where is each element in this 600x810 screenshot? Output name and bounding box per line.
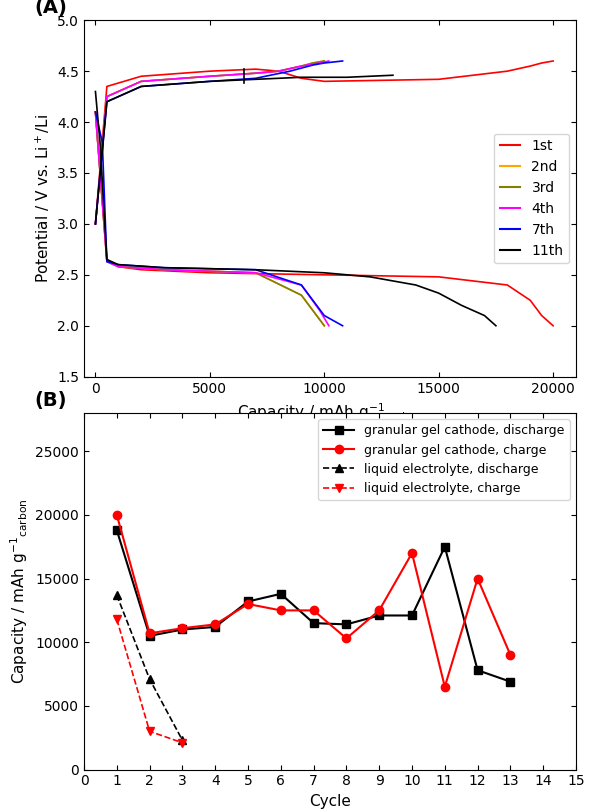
granular gel cathode, charge xyxy=(409,548,416,558)
granular gel cathode, charge xyxy=(474,573,481,583)
granular gel cathode, discharge xyxy=(277,589,284,599)
granular gel cathode, charge xyxy=(277,606,284,616)
granular gel cathode, charge xyxy=(507,650,514,660)
liquid electrolyte, charge xyxy=(146,727,153,736)
granular gel cathode, charge xyxy=(310,606,317,616)
granular gel cathode, discharge xyxy=(474,665,481,675)
liquid electrolyte, discharge xyxy=(113,590,121,600)
Line: granular gel cathode, discharge: granular gel cathode, discharge xyxy=(113,526,515,686)
Y-axis label: Capacity / mAh g$^{-1}$$_{\mathrm{carbon}}$: Capacity / mAh g$^{-1}$$_{\mathrm{carbon… xyxy=(8,499,30,684)
liquid electrolyte, discharge xyxy=(146,674,153,684)
granular gel cathode, charge xyxy=(113,510,121,520)
granular gel cathode, discharge xyxy=(441,542,448,552)
liquid electrolyte, charge xyxy=(113,615,121,625)
granular gel cathode, discharge xyxy=(146,631,153,641)
granular gel cathode, discharge xyxy=(179,625,186,634)
X-axis label: Cycle: Cycle xyxy=(309,794,351,809)
granular gel cathode, charge xyxy=(212,620,219,629)
granular gel cathode, discharge xyxy=(310,618,317,628)
Line: liquid electrolyte, discharge: liquid electrolyte, discharge xyxy=(113,591,187,744)
granular gel cathode, discharge xyxy=(343,620,350,629)
granular gel cathode, discharge xyxy=(376,611,383,620)
Text: (B): (B) xyxy=(35,391,67,410)
granular gel cathode, discharge xyxy=(507,677,514,687)
granular gel cathode, discharge xyxy=(212,622,219,632)
granular gel cathode, charge xyxy=(441,682,448,692)
liquid electrolyte, charge xyxy=(179,738,186,748)
granular gel cathode, charge xyxy=(179,624,186,633)
Y-axis label: Potential / V vs. Li$^+$/Li: Potential / V vs. Li$^+$/Li xyxy=(33,114,52,283)
granular gel cathode, charge xyxy=(244,599,251,609)
Legend: 1st, 2nd, 3rd, 4th, 7th, 11th: 1st, 2nd, 3rd, 4th, 7th, 11th xyxy=(494,134,569,263)
Line: granular gel cathode, charge: granular gel cathode, charge xyxy=(113,511,515,691)
X-axis label: Capacity / mAh g$^{-1}$$_{\mathrm{carbon}}$: Capacity / mAh g$^{-1}$$_{\mathrm{carbon… xyxy=(237,401,423,423)
Text: (A): (A) xyxy=(35,0,68,17)
granular gel cathode, charge xyxy=(343,633,350,643)
granular gel cathode, discharge xyxy=(113,526,121,535)
granular gel cathode, charge xyxy=(376,606,383,616)
liquid electrolyte, discharge xyxy=(179,735,186,745)
granular gel cathode, discharge xyxy=(409,611,416,620)
granular gel cathode, discharge xyxy=(244,597,251,607)
Legend: granular gel cathode, discharge, granular gel cathode, charge, liquid electrolyt: granular gel cathode, discharge, granula… xyxy=(318,420,570,500)
Line: liquid electrolyte, charge: liquid electrolyte, charge xyxy=(113,615,187,747)
granular gel cathode, charge xyxy=(146,629,153,638)
